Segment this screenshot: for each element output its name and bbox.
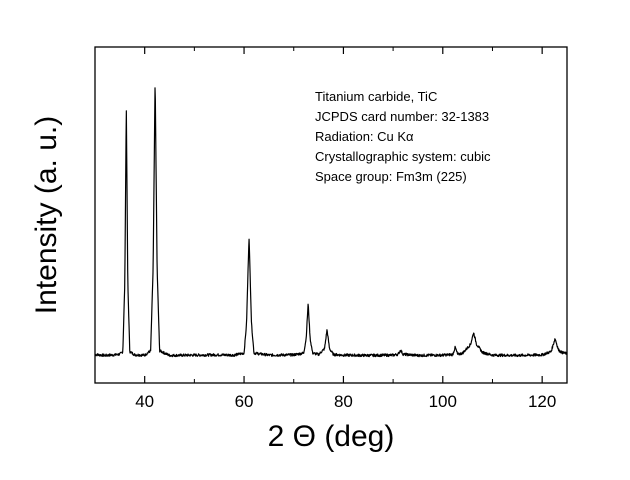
annotation-line: JCPDS card number: 32-1383	[315, 109, 489, 124]
annotation-line: Titanium carbide, TiC	[315, 89, 437, 104]
x-tick-label: 80	[334, 392, 353, 411]
annotation-block: Titanium carbide, TiC JCPDS card number:…	[315, 89, 491, 184]
plot-frame	[94, 46, 568, 384]
x-tick-label: 120	[528, 392, 556, 411]
x-axis-ticks	[94, 47, 543, 383]
annotation-line: Space group: Fm3m (225)	[315, 169, 467, 184]
y-axis-label: Intensity (a. u.)	[30, 116, 63, 314]
annotation-line: Crystallographic system: cubic	[315, 149, 491, 164]
x-axis-tick-labels: 40 60 80 100 120	[135, 392, 556, 411]
x-axis-label: 2 Θ (deg)	[268, 420, 395, 453]
annotation-line: Radiation: Cu Kα	[315, 129, 414, 144]
x-tick-label: 100	[429, 392, 457, 411]
x-tick-label: 60	[235, 392, 254, 411]
x-tick-label: 40	[135, 392, 154, 411]
series-line	[94, 87, 568, 358]
